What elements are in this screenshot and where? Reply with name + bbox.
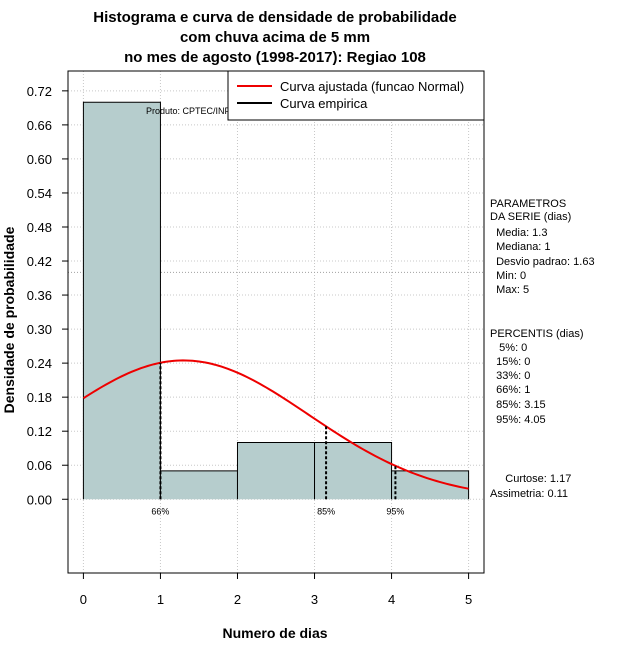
y-tick-label: 0.72 bbox=[27, 84, 52, 99]
y-tick-label: 0.06 bbox=[27, 458, 52, 473]
histogram-bar bbox=[83, 102, 161, 500]
y-tick-label: 0.00 bbox=[27, 492, 52, 507]
x-tick-label: 5 bbox=[465, 592, 472, 607]
y-tick-label: 0.24 bbox=[27, 356, 52, 371]
histogram-bar bbox=[391, 470, 469, 500]
y-axis-label: Densidade de probabilidade bbox=[1, 226, 17, 413]
y-tick-label: 0.18 bbox=[27, 390, 52, 405]
fitted-normal-curve bbox=[82, 359, 469, 490]
y-tick-label: 0.42 bbox=[27, 254, 52, 269]
percentis-line-6: 85%: 3.15 bbox=[490, 399, 546, 411]
legend: Curva ajustada (funcao Normal) Curva emp… bbox=[227, 70, 485, 121]
y-tick-label: 0.30 bbox=[27, 322, 52, 337]
x-tick-label: 4 bbox=[388, 592, 395, 607]
y-tick-label: 0.12 bbox=[27, 424, 52, 439]
x-axis-label: Numero de dias bbox=[222, 625, 327, 641]
percentile-markers: 66% 85% 95% bbox=[151, 362, 404, 516]
percentis-line-7: 95%: 4.05 bbox=[490, 414, 546, 426]
percentis-line-1: PERCENTIS (dias) bbox=[490, 328, 584, 340]
y-tick-label: 0.48 bbox=[27, 220, 52, 235]
title-line-2: com chuva acima de 5 mm bbox=[180, 29, 370, 46]
histogram-bar-outline bbox=[82, 101, 161, 500]
params-line-7: Max: 5 bbox=[490, 284, 529, 296]
y-axis: 0.00 0.06 0.12 0.18 0.24 0.30 0.36 0.42 0.48 0.54… bbox=[27, 84, 69, 507]
histogram-bar bbox=[160, 470, 238, 500]
title-line-1: Histograma e curva de densidade de proba… bbox=[93, 9, 456, 26]
legend-box bbox=[227, 70, 485, 121]
statistics-panel: PARAMETROS DA SERIE (dias) Media: 1.3 Me… bbox=[490, 198, 595, 500]
params-line-3: Media: 1.3 bbox=[490, 227, 547, 239]
histogram-bar bbox=[314, 442, 392, 500]
legend-fit-label: Curva ajustada (funcao Normal) bbox=[280, 79, 464, 94]
x-axis: 0 1 2 3 4 5 bbox=[80, 572, 472, 607]
x-tick-label: 3 bbox=[311, 592, 318, 607]
chart-title: Histograma e curva de densidade de proba… bbox=[93, 9, 456, 66]
params-line-2: DA SERIE (dias) bbox=[490, 211, 571, 223]
percentis-line-3: 15%: 0 bbox=[490, 356, 530, 368]
percentis-line-4: 33%: 0 bbox=[490, 370, 530, 382]
params-line-6: Min: 0 bbox=[490, 270, 526, 282]
params-line-5: Desvio padrao: 1.63 bbox=[490, 256, 595, 268]
skewness-line: Assimetria: 0.11 bbox=[490, 488, 568, 500]
y-tick-label: 0.60 bbox=[27, 152, 52, 167]
percentis-line-2: 5%: 0 bbox=[490, 342, 527, 354]
title-line-3: no mes de agosto (1998-2017): Regiao 108 bbox=[124, 49, 426, 66]
params-line-4: Mediana: 1 bbox=[490, 241, 551, 253]
histogram-bar bbox=[237, 442, 315, 500]
kurtosis-line: Curtose: 1.17 bbox=[490, 473, 571, 485]
percentile-marker-label: 95% bbox=[386, 506, 404, 516]
y-tick-label: 0.36 bbox=[27, 288, 52, 303]
x-tick-label: 2 bbox=[234, 592, 241, 607]
histogram-bars bbox=[82, 101, 470, 500]
percentile-marker-label: 66% bbox=[151, 506, 169, 516]
credit-text: Produto: CPTEC/INPE bbox=[146, 106, 237, 116]
percentile-marker-label: 85% bbox=[317, 506, 335, 516]
y-tick-label: 0.66 bbox=[27, 118, 52, 133]
percentis-line-5: 66%: 1 bbox=[490, 384, 530, 396]
histogram-bar-outline bbox=[391, 470, 470, 500]
x-tick-label: 1 bbox=[157, 592, 164, 607]
y-tick-label: 0.54 bbox=[27, 186, 52, 201]
x-tick-label: 0 bbox=[80, 592, 87, 607]
params-line-1: PARAMETROS bbox=[490, 198, 566, 210]
legend-empirical-label: Curva empirica bbox=[280, 96, 368, 111]
